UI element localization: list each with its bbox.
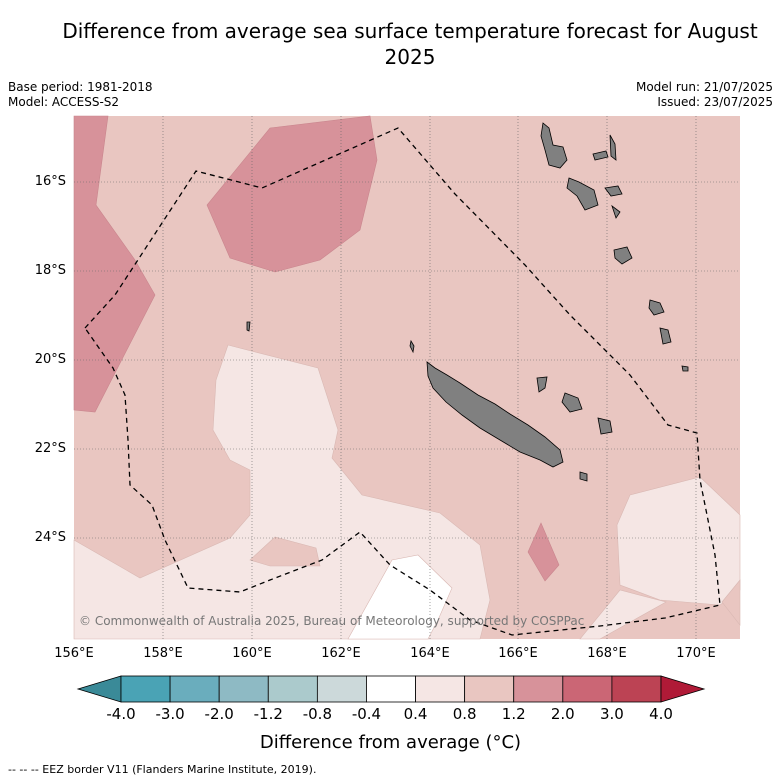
colorbar-bin-2 xyxy=(218,675,269,703)
anomaly-zone-west xyxy=(73,115,156,413)
land-vanuatu-efate xyxy=(613,246,633,265)
land-loyalty-islands-3 xyxy=(597,417,613,435)
land-loyalty-islands-1 xyxy=(536,376,548,393)
lon-label-160e: 160°E xyxy=(232,646,272,661)
meta-right: Model run: 21/07/2025 Issued: 23/07/2025 xyxy=(636,80,773,110)
anomaly-zone-patch xyxy=(249,536,321,567)
colorbar-tick-0: -4.0 xyxy=(106,705,136,723)
gridlines xyxy=(74,116,740,639)
lon-label-162e: 162°E xyxy=(321,646,361,661)
lat-label-16s: 16°S xyxy=(34,174,66,189)
colorbar-bin-8 xyxy=(513,675,564,703)
colorbar-tick-6: 0.4 xyxy=(403,705,428,723)
colorbar-tick-10: 3.0 xyxy=(599,705,624,723)
lon-label-170e: 170°E xyxy=(676,646,716,661)
colorbar-over-extension xyxy=(660,675,706,703)
colorbar-bin-0 xyxy=(120,675,171,703)
anomaly-zone-southeast-corner xyxy=(721,579,741,626)
colorbar-tick-5: -0.4 xyxy=(351,705,382,723)
eez-legend: -- -- -- EEZ border V11 (Flanders Marine… xyxy=(8,763,317,776)
lat-label-18s: 18°S xyxy=(34,263,66,278)
colorbar-tick-2: -2.0 xyxy=(204,705,234,723)
anomaly-zone-southeast xyxy=(579,589,667,640)
colorbar-tick-8: 1.2 xyxy=(501,705,526,723)
colorbar-bin-1 xyxy=(169,675,220,703)
land-vanuatu-espiritu-santo xyxy=(540,122,568,169)
anomaly-zone-small xyxy=(527,522,560,582)
lon-label-158e: 158°E xyxy=(143,646,183,661)
map-title: Difference from average sea surface temp… xyxy=(62,19,758,69)
colorbar-bin-10 xyxy=(611,675,662,703)
lon-label-156e: 156°E xyxy=(54,646,94,661)
colorbar-tick-11: 4.0 xyxy=(649,705,673,723)
land-vanuatu-tanna xyxy=(659,327,672,345)
colorbar-label: Difference from average (°C) xyxy=(259,732,522,753)
colorbar-tick-9: 2.0 xyxy=(550,705,575,723)
colorbar-bin-3 xyxy=(267,675,318,703)
land-belep xyxy=(409,339,415,354)
model-run: Model run: 21/07/2025 xyxy=(635,80,773,94)
land-vanuatu-epi xyxy=(611,204,621,219)
issued-date: Issued: 23/07/2025 xyxy=(657,95,773,109)
land-vanuatu-pentecost xyxy=(609,134,617,161)
colorbar-bin-4 xyxy=(316,675,367,703)
land-new-caledonia xyxy=(426,361,564,468)
colorbar-bin-7 xyxy=(464,675,515,703)
colorbar-under-extension xyxy=(76,675,122,703)
model-name: Model: ACCESS-S2 xyxy=(8,95,120,109)
land xyxy=(246,122,689,482)
colorbar-tick-3: -1.2 xyxy=(253,705,283,723)
base-period: Base period: 1981-2018 xyxy=(8,80,153,94)
anomaly-zone-north xyxy=(206,115,378,273)
copyright-notice: © Commonwealth of Australia 2025, Bureau… xyxy=(79,614,585,628)
land-vanuatu-malekula xyxy=(566,177,599,211)
land-chesterfield xyxy=(246,321,251,332)
colorbar-tick-7: 0.8 xyxy=(452,705,477,723)
lat-label-24s: 24°S xyxy=(34,530,66,545)
meta-left: Base period: 1981-2018 Model: ACCESS-S2 xyxy=(8,80,153,110)
anomaly-zone-central xyxy=(73,344,491,640)
land-loyalty-islands-2 xyxy=(561,392,583,413)
colorbar-bin-5 xyxy=(366,675,416,703)
land-vanuatu-aneityum xyxy=(681,365,689,372)
lat-label-22s: 22°S xyxy=(34,441,66,456)
land-vanuatu-erromango xyxy=(648,299,665,316)
eez-border xyxy=(84,127,721,636)
lat-label-20s: 20°S xyxy=(34,352,66,367)
anomaly-zone-neutral xyxy=(347,554,453,640)
colorbar xyxy=(76,675,706,703)
land-vanuatu-ambae xyxy=(592,150,609,161)
colorbar-bin-9 xyxy=(562,675,613,703)
land-vanuatu-ambrym xyxy=(604,185,623,197)
colorbar-bin-6 xyxy=(415,675,466,703)
lon-label-166e: 166°E xyxy=(498,646,538,661)
lon-label-164e: 164°E xyxy=(410,646,450,661)
lon-label-168e: 168°E xyxy=(587,646,627,661)
colorbar-tick-1: -3.0 xyxy=(155,705,185,723)
land-isle-of-pines xyxy=(579,471,588,482)
colorbar-tick-4: -0.8 xyxy=(302,705,332,723)
